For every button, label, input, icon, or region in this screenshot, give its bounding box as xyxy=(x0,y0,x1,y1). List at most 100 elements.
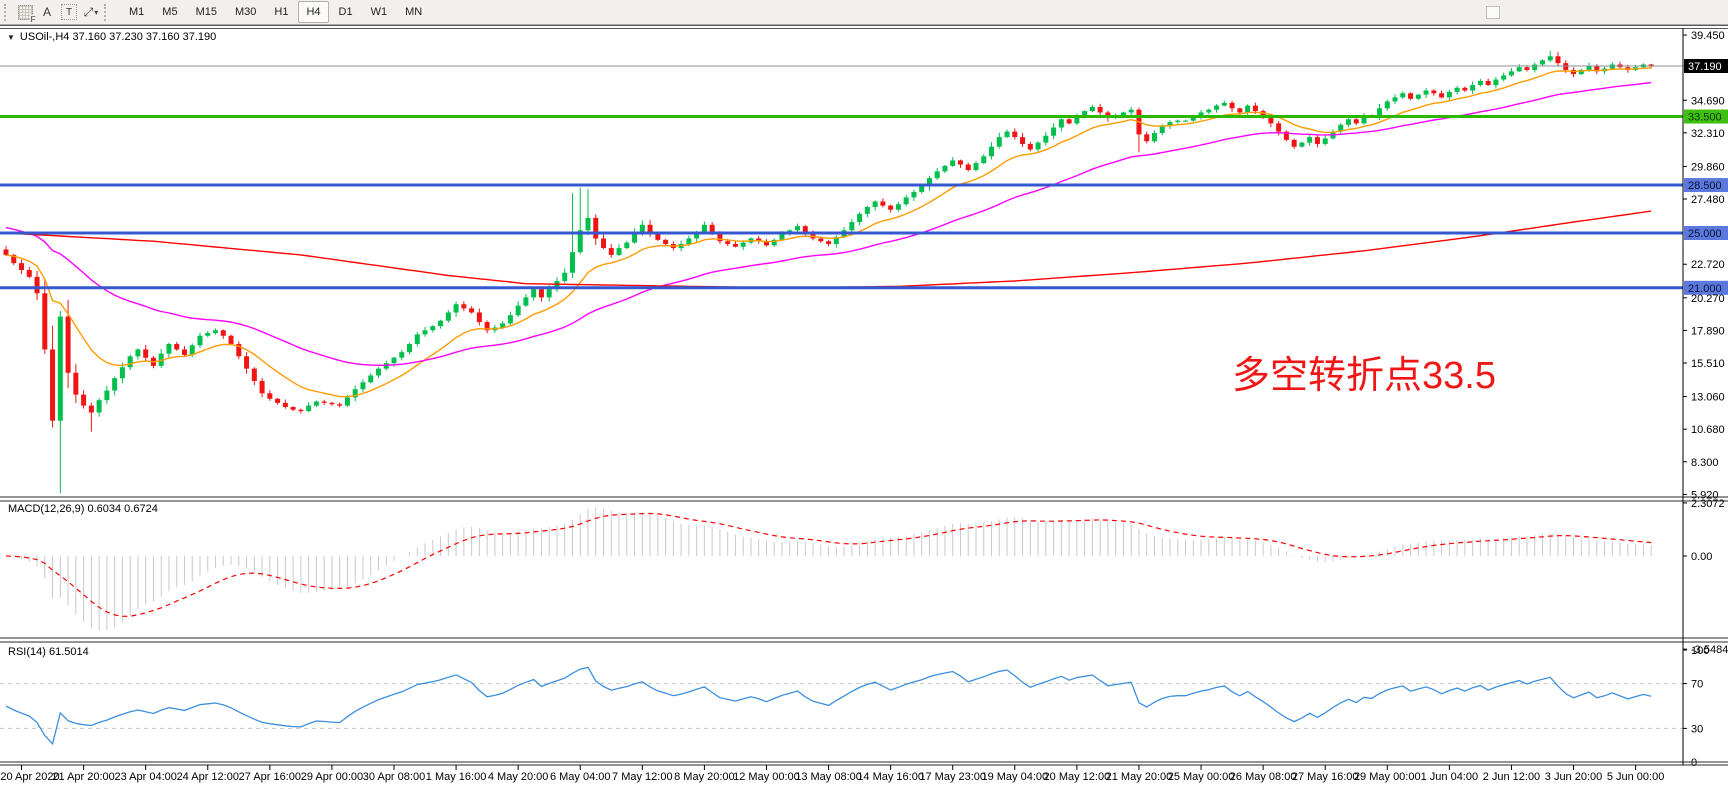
date-axis-label: 8 May 20:00 xyxy=(674,771,735,783)
timeframe-button-w1[interactable]: W1 xyxy=(370,6,388,18)
macd-histogram xyxy=(13,507,1652,631)
price-scale-label: 13.060 xyxy=(1691,392,1725,404)
grid-f-letter: F xyxy=(29,14,36,24)
main-price-pane xyxy=(3,50,1654,494)
date-axis-label: 20 May 12:00 xyxy=(1044,771,1111,783)
toolbar: F A T ⤢ ▾ M1 M5 M15 M30 H1 H4 D1 W1 MN xyxy=(0,0,1728,25)
date-axis-label: 26 May 08:00 xyxy=(1230,771,1297,783)
date-axis-label: 21 Apr 20:00 xyxy=(52,771,114,783)
grid-f-icon[interactable]: F xyxy=(14,2,36,24)
fast-ma-line xyxy=(5,67,1652,398)
date-axis-label: 1 May 16:00 xyxy=(426,771,487,783)
date-axis-label: 23 Apr 04:00 xyxy=(114,771,176,783)
medium-ma-line xyxy=(5,81,1652,367)
date-axis-label: 4 May 20:00 xyxy=(488,771,549,783)
price-scale-label: 5.920 xyxy=(1691,489,1719,501)
timeframe-button-d1[interactable]: D1 xyxy=(338,6,353,18)
date-axis-label: 17 May 23:00 xyxy=(919,771,986,783)
rsi-scale-label: 70 xyxy=(1691,679,1703,691)
chart-annotation[interactable]: 多空转折点33.5 xyxy=(1232,355,1496,397)
date-axis-label: 6 May 04:00 xyxy=(550,771,611,783)
text-label-icon[interactable]: T xyxy=(58,2,80,23)
price-scale-label: 39.450 xyxy=(1691,30,1725,42)
timeframe-toolbar-grip[interactable] xyxy=(104,3,110,21)
price-badge-label: 25.000 xyxy=(1688,228,1722,240)
arrows-glyph: ⤢ xyxy=(83,4,94,19)
date-axis-label: 1 Jun 04:00 xyxy=(1421,771,1479,783)
text-box-glyph: T xyxy=(61,4,77,20)
date-axis-label: 21 May 20:00 xyxy=(1106,771,1173,783)
macd-indicator-label: MACD(12,26,9) 0.6034 0.6724 xyxy=(8,503,158,515)
timeframe-button-h4[interactable]: H4 xyxy=(298,1,329,23)
timeframe-button-mn[interactable]: MN xyxy=(405,6,423,18)
slow-ma-line xyxy=(5,210,1652,289)
price-scale-label: 22.720 xyxy=(1691,259,1725,271)
date-axis-label: 30 Apr 08:00 xyxy=(363,771,425,783)
date-axis-label: 27 Apr 16:00 xyxy=(239,771,301,783)
date-axis-label: 29 Apr 00:00 xyxy=(301,771,363,783)
pane-separators[interactable] xyxy=(0,28,1728,766)
date-axis-label: 29 May 00:00 xyxy=(1354,771,1421,783)
toolbar-corner-icon[interactable] xyxy=(1486,6,1500,19)
macd-scale-label: -3.5484 xyxy=(1691,644,1728,656)
horizontal-price-lines xyxy=(0,65,1683,290)
macd-scale-label: 0.00 xyxy=(1691,551,1712,563)
timeframe-button-m15[interactable]: M15 xyxy=(195,6,217,18)
rsi-pane xyxy=(0,666,1683,746)
collapse-triangle-icon[interactable]: ▼ xyxy=(7,32,15,42)
timeframe-buttons: M1 M5 M15 M30 H1 H4 D1 W1 MN xyxy=(120,0,431,25)
rsi-scale-label: 100 xyxy=(1691,645,1709,657)
date-axis-label: 2 Jun 12:00 xyxy=(1483,771,1541,783)
chart-window-border xyxy=(0,25,1728,29)
price-scale-label: 32.310 xyxy=(1691,128,1725,140)
price-scale-label: 20.270 xyxy=(1691,293,1725,305)
date-axis-label: 27 May 16:00 xyxy=(1292,771,1359,783)
date-axis-label: 7 May 12:00 xyxy=(612,771,673,783)
timeframe-button-m5[interactable]: M5 xyxy=(162,6,178,18)
price-badge-37.190 xyxy=(1684,59,1728,73)
price-badge-33.500 xyxy=(1684,109,1728,124)
chart-title: ▼ USOil-,H4 37.160 37.230 37.160 37.190 xyxy=(7,31,216,43)
price-badge-21.000 xyxy=(1684,280,1728,295)
timeframe-button-m30[interactable]: M30 xyxy=(234,6,257,18)
date-axis-label: 25 May 00:00 xyxy=(1168,771,1235,783)
date-axis-label: 13 May 08:00 xyxy=(795,771,862,783)
price-badge-label: 28.500 xyxy=(1688,180,1722,192)
macd-scale-label: 2.3072 xyxy=(1691,498,1725,510)
price-scale-label: 27.480 xyxy=(1691,194,1725,206)
price-badge-label: 37.190 xyxy=(1688,61,1722,73)
price-badge-25.000 xyxy=(1684,226,1728,241)
date-axis-label: 19 May 04:00 xyxy=(981,771,1048,783)
date-axis-label: 14 May 16:00 xyxy=(857,771,924,783)
date-axis-label: 5 Jun 00:00 xyxy=(1607,771,1665,783)
price-scale-label: 29.860 xyxy=(1691,161,1725,173)
date-axis-label: 3 Jun 20:00 xyxy=(1545,771,1603,783)
price-scale-label: 15.510 xyxy=(1691,358,1725,370)
price-chart-canvas[interactable]: 37.190 33.500 28.500 25.000 21.000 39.450 34.6… xyxy=(0,25,1728,791)
price-scale[interactable]: 37.190 33.500 28.500 25.000 21.000 39.450 34.6… xyxy=(1683,30,1728,769)
chart-title-text: USOil-,H4 37.160 37.230 37.160 37.190 xyxy=(19,31,217,43)
price-badge-label: 33.500 xyxy=(1688,112,1722,124)
date-axis-label: 20 Apr 2020 xyxy=(0,771,59,783)
price-badge-label: 21.000 xyxy=(1688,283,1722,295)
price-scale-label: 8.300 xyxy=(1691,457,1719,469)
date-axis-label: 24 Apr 12:00 xyxy=(177,771,239,783)
macd-pane xyxy=(5,507,1652,631)
price-scale-label: 17.890 xyxy=(1691,325,1725,337)
grid-icon: F xyxy=(17,4,36,24)
chevron-down-icon: ▾ xyxy=(94,7,99,17)
toolbar-grip[interactable] xyxy=(4,3,10,21)
rsi-indicator-label: RSI(14) 61.5014 xyxy=(8,646,89,658)
price-scale-label: 34.690 xyxy=(1691,95,1725,107)
cursor-arrows-icon[interactable]: ⤢ ▾ xyxy=(80,2,102,23)
price-scale-label: 10.680 xyxy=(1691,424,1725,436)
rsi-scale-label: 30 xyxy=(1691,723,1703,735)
timeframe-button-m1[interactable]: M1 xyxy=(129,6,145,18)
rsi-scale-label: 0 xyxy=(1691,757,1697,769)
timeframe-button-h1[interactable]: H1 xyxy=(274,6,289,18)
price-badge-28.500 xyxy=(1684,178,1728,193)
font-a-icon[interactable]: A xyxy=(42,5,51,19)
macd-signal-line xyxy=(5,512,1652,617)
rsi-line xyxy=(5,666,1652,746)
